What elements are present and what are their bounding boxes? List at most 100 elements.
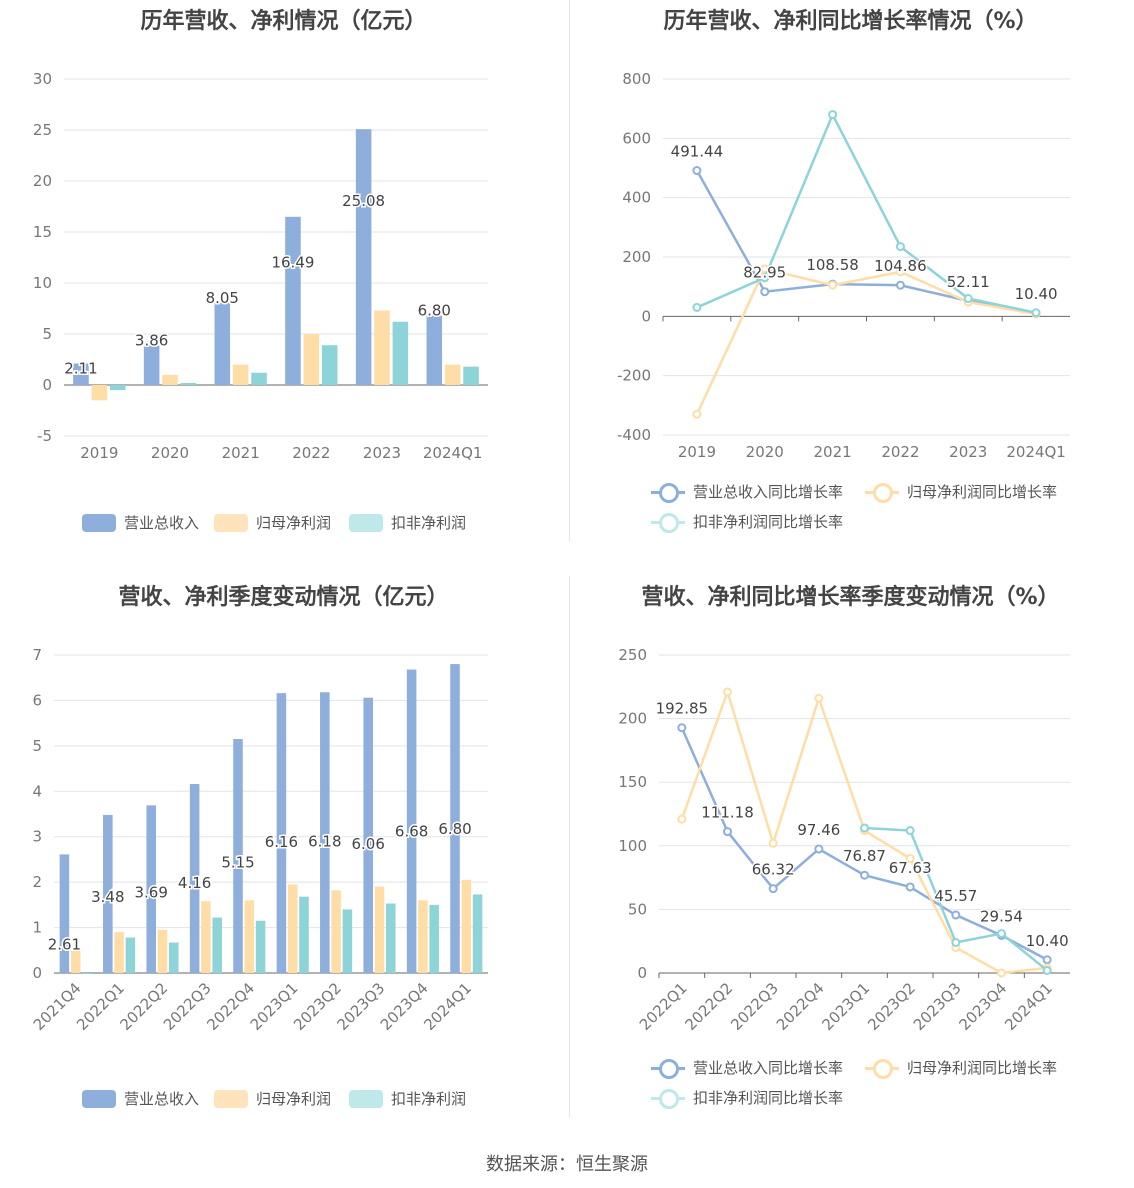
bar-0	[285, 216, 301, 385]
bar-0	[450, 664, 460, 973]
x-tick-label: 2024Q1	[420, 979, 475, 1034]
series-point-0	[1042, 955, 1052, 965]
series-line-1	[695, 267, 1037, 415]
bar-2	[342, 909, 353, 973]
bar-2	[169, 942, 179, 973]
series-point-1	[692, 409, 702, 419]
line-value-label: 10.40	[1015, 285, 1058, 303]
bar-0	[233, 739, 243, 973]
line-value-label: 66.32	[752, 861, 795, 879]
line-value-label: 82.95	[743, 264, 786, 282]
bar-value-label: 6.18	[308, 833, 341, 851]
legend-swatch	[82, 513, 116, 532]
legend-item-net-profit[interactable]: 归母净利润	[214, 1088, 331, 1109]
legend-item-revenue-growth[interactable]: 营业总收入同比增长率	[651, 1057, 843, 1079]
y-tick-label: 0	[42, 376, 52, 394]
legend-label: 扣非净利润	[391, 514, 467, 532]
legend-label: 营业总收入	[124, 514, 200, 532]
legend-item-deducted-profit[interactable]: 扣非净利润	[349, 1088, 466, 1109]
y-tick-label: 100	[618, 837, 647, 855]
quarterly-growth-panel: 营收、净利同比增长率季度变动情况（%） 0 50 100 150 200 250 2022Q…	[567, 576, 1134, 1151]
y-tick-label: 4	[32, 782, 42, 800]
series-point-0	[895, 280, 905, 290]
y-tick-label: 50	[628, 900, 647, 918]
series-point-1	[768, 838, 778, 848]
series-point-0	[760, 287, 770, 297]
x-tick-label: 2023Q1	[819, 979, 874, 1034]
bar-1	[162, 374, 178, 385]
y-tick-label: 6	[32, 691, 42, 709]
y-tick-label: 2	[32, 873, 42, 891]
series-point-2	[860, 823, 869, 833]
legend-item-deducted-growth[interactable]: 扣非净利润同比增长率	[651, 1087, 843, 1109]
bar-value-label: 5.15	[221, 854, 254, 872]
legend-item-deducted-growth[interactable]: 扣非净利润同比增长率	[651, 511, 844, 533]
bar-2	[429, 904, 439, 973]
bar-2	[125, 937, 136, 973]
bar-value-label: 6.06	[352, 835, 385, 853]
bar-1	[287, 884, 298, 973]
y-tick-label: -5	[37, 427, 52, 445]
y-tick-label: 0	[641, 307, 651, 325]
data-source-note: 数据来源：恒生聚源	[486, 1154, 648, 1175]
x-tick-label: 2022	[881, 443, 919, 461]
bar-value-label: 6.16	[265, 833, 298, 851]
legend-swatch	[82, 1089, 116, 1108]
bar-2	[109, 385, 126, 391]
legend-swatch	[651, 1058, 685, 1079]
series-point-1	[905, 854, 915, 864]
chart-title: 历年营收、净利情况（亿元）	[140, 9, 427, 34]
legend-swatch	[349, 1089, 383, 1108]
bar-0	[73, 363, 89, 385]
x-tick-label: 2020	[746, 443, 784, 461]
bar-2	[82, 973, 92, 974]
bar-0	[189, 784, 200, 973]
y-tick-label: 150	[618, 773, 647, 791]
y-tick-label: 1	[32, 919, 42, 937]
bar-value-label: 6.80	[418, 302, 451, 320]
chart-title: 营收、净利季度变动情况（亿元）	[118, 585, 449, 610]
bar-value-label: 4.16	[178, 874, 211, 892]
legend-label: 扣非净利润同比增长率	[693, 513, 844, 531]
series-point-2	[692, 302, 702, 312]
series-point-1	[828, 280, 838, 290]
annual-growth-chart: -400 -200 0 200 400 600 800 2019 2020 2021 2022 202…	[617, 70, 1070, 461]
bar-0	[143, 345, 160, 385]
y-tick-label: 3	[32, 828, 42, 846]
legend-item-revenue[interactable]: 营业总收入	[82, 512, 199, 533]
legend-item-net-profit-growth[interactable]: 归母净利润同比增长率	[865, 1057, 1057, 1079]
legend-item-revenue[interactable]: 营业总收入	[82, 1088, 199, 1109]
series-point-0	[768, 884, 778, 894]
y-tick-label: 25	[33, 121, 52, 139]
bar-value-label: 16.49	[271, 253, 314, 271]
bar-value-label: 8.05	[206, 289, 239, 307]
bar-1	[157, 929, 168, 973]
legend-item-revenue-growth[interactable]: 营业总收入同比增长率	[651, 481, 843, 503]
legend-swatch	[651, 512, 685, 533]
line-value-label: 104.86	[874, 257, 927, 275]
y-tick-label: 0	[32, 964, 42, 982]
series-point-2	[951, 937, 961, 947]
bar-0	[406, 669, 417, 973]
bar-1	[444, 364, 461, 385]
legend-label: 归母净利润	[256, 514, 332, 532]
legend-item-deducted-profit[interactable]: 扣非净利润	[349, 512, 466, 533]
quarterly-growth-chart: 0501001502002502022Q12022Q22022Q32022Q42…	[618, 646, 1070, 1034]
line-value-label: 45.57	[934, 887, 977, 905]
bar-2	[463, 366, 479, 385]
series-point-1	[814, 693, 824, 703]
bar-value-label: 3.69	[135, 884, 168, 902]
x-tick-label: 2022Q3	[727, 979, 782, 1034]
series-point-1	[997, 968, 1006, 978]
x-tick-label: 2019	[80, 444, 118, 462]
bar-0	[363, 697, 373, 973]
bar-1	[418, 900, 428, 973]
series-point-1	[895, 267, 905, 277]
legend-item-net-profit[interactable]: 归母净利润	[214, 512, 331, 533]
line-value-label: 491.44	[671, 143, 724, 161]
line-value-label: 67.63	[889, 859, 932, 877]
bar-1	[331, 890, 341, 973]
bar-0	[426, 315, 443, 385]
y-tick-label: 7	[32, 646, 42, 664]
legend-item-net-profit-growth[interactable]: 归母净利润同比增长率	[865, 481, 1057, 503]
